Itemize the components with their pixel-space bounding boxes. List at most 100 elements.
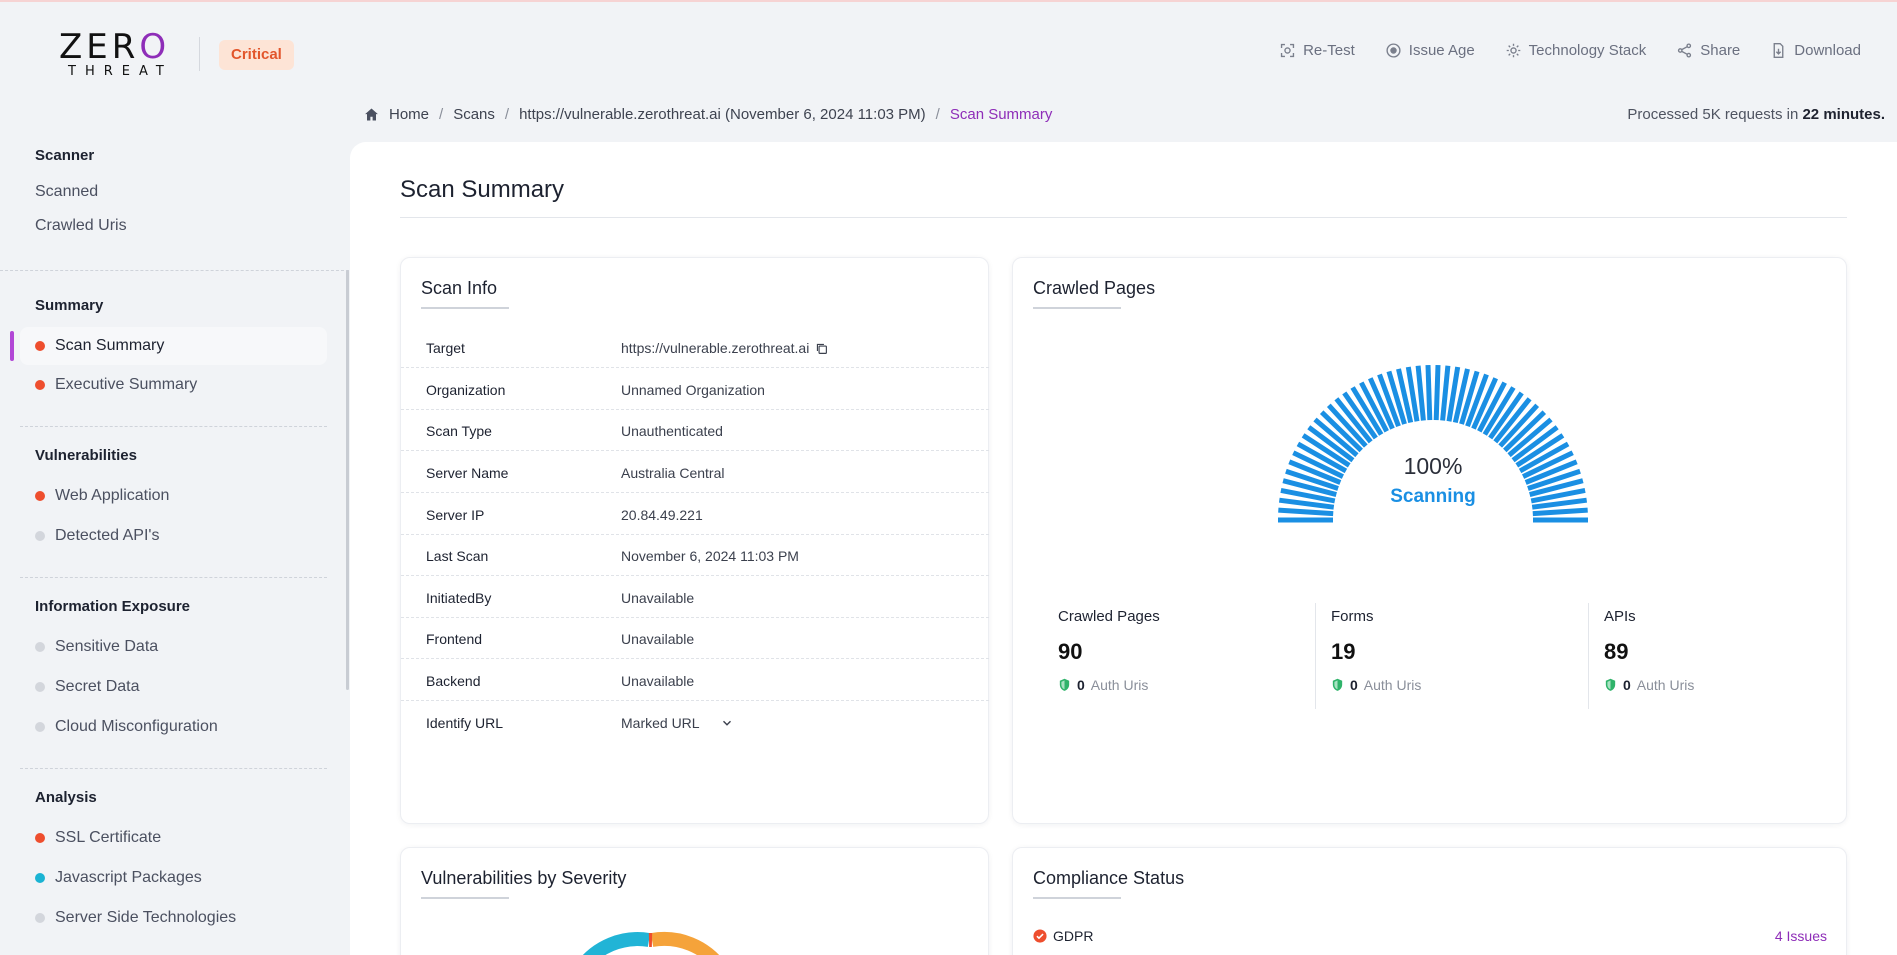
page-title: Scan Summary <box>400 176 565 203</box>
sidebar-item-scanned[interactable]: Scanned <box>35 183 99 200</box>
sidebar-item-label: Javascript Packages <box>55 869 202 886</box>
sidebar-item-javascript-packages[interactable]: Javascript Packages <box>20 859 327 897</box>
sidebar-section-scanner: Scanner <box>35 147 95 164</box>
copy-icon[interactable] <box>815 342 828 355</box>
severity-badge: Critical <box>219 40 294 70</box>
info-row-identify-url: Identify URL Marked URL <box>401 702 989 743</box>
sidebar-item-sensitive-data[interactable]: Sensitive Data <box>20 628 327 666</box>
sidebar-divider <box>20 577 327 578</box>
top-accent-line <box>0 0 1897 2</box>
compliance-row-gdpr[interactable]: GDPR 4 Issues <box>1033 928 1827 944</box>
severity-donut-chart[interactable] <box>551 928 751 955</box>
auth-label: Auth Uris <box>1363 677 1422 693</box>
gauge-tick <box>1368 377 1395 430</box>
issue-age-button[interactable]: Issue Age <box>1385 42 1475 59</box>
sidebar-item-crawled-uris[interactable]: Crawled Uris <box>35 217 127 234</box>
title-divider <box>400 217 1847 218</box>
gauge-tick <box>1278 507 1334 517</box>
status-dot <box>35 682 45 692</box>
breadcrumb-separator: / <box>935 106 940 123</box>
info-key: Last Scan <box>426 548 489 564</box>
sidebar-item-detected-apis[interactable]: Detected API's <box>20 517 327 555</box>
gauge-tick <box>1452 368 1470 424</box>
info-row-target: Target https://vulnerable.zerothreat.ai <box>401 327 989 368</box>
vulnerabilities-by-severity-card: Vulnerabilities by Severity <box>400 847 989 955</box>
sidebar-divider <box>0 270 349 271</box>
home-icon[interactable] <box>364 107 379 122</box>
compliance-status-card: Compliance Status GDPR 4 Issues <box>1012 847 1847 955</box>
breadcrumb: Home / Scans / https://vulnerable.zeroth… <box>364 106 1052 123</box>
gauge-tick <box>1377 373 1401 428</box>
card-title: Crawled Pages <box>1033 278 1156 298</box>
gauge-tick <box>1471 377 1498 430</box>
auth-label: Auth Uris <box>1636 677 1695 693</box>
progress-gauge <box>1278 365 1588 523</box>
header-actions: Re-Test Issue Age Technology Stack Share… <box>1279 42 1861 59</box>
auth-label: Auth Uris <box>1090 677 1149 693</box>
gauge-tick <box>1292 450 1344 479</box>
technology-stack-button[interactable]: Technology Stack <box>1505 42 1646 59</box>
gauge-tick <box>1511 425 1559 463</box>
info-value: November 6, 2024 11:03 PM <box>621 548 799 564</box>
info-row-scan-type: Scan Type Unauthenticated <box>401 410 989 451</box>
info-row-initiated-by: InitiatedBy Unavailable <box>401 577 989 618</box>
sidebar-item-scan-summary[interactable]: Scan Summary <box>20 327 327 365</box>
gauge-tick <box>1405 366 1420 422</box>
breadcrumb-scans[interactable]: Scans <box>453 106 495 123</box>
info-value: Australia Central <box>621 465 725 481</box>
sidebar-scrollbar[interactable] <box>346 270 349 690</box>
share-button[interactable]: Share <box>1676 42 1740 59</box>
breadcrumb-scan[interactable]: https://vulnerable.zerothreat.ai (Novemb… <box>519 106 926 123</box>
info-key: InitiatedBy <box>426 590 492 606</box>
gauge-tick <box>1498 403 1540 448</box>
shield-icon <box>1059 678 1070 691</box>
active-indicator <box>10 331 14 361</box>
info-value: Unavailable <box>621 673 695 689</box>
gauge-tick <box>1301 433 1351 468</box>
sidebar-item-web-application[interactable]: Web Application <box>20 477 327 515</box>
sidebar-item-label: Cloud Misconfiguration <box>55 718 218 735</box>
sidebar-item-ssl-certificate[interactable]: SSL Certificate <box>20 819 327 857</box>
sidebar-item-server-side-technologies[interactable]: Server Side Technologies <box>20 899 327 937</box>
gauge-tick <box>1326 403 1368 448</box>
check-circle-icon <box>1033 929 1047 943</box>
donut-segment-cyan <box>582 932 651 955</box>
logo-text-a: ZER <box>59 27 140 67</box>
sidebar-divider <box>20 768 327 769</box>
gauge-tick <box>1350 386 1384 436</box>
info-row-server-ip: Server IP 20.84.49.221 <box>401 494 989 535</box>
zerothreat-logo[interactable]: ZERO THREAT <box>59 27 183 79</box>
download-button[interactable]: Download <box>1770 42 1861 59</box>
status-dot <box>35 341 45 351</box>
gauge-tick <box>1334 397 1373 444</box>
gauge-tick <box>1440 365 1451 421</box>
info-key: Target <box>426 340 465 356</box>
gauge-tick <box>1515 433 1565 468</box>
breadcrumb-separator: / <box>439 106 444 123</box>
stat-value: 90 <box>1058 639 1083 664</box>
gauge-tick <box>1459 370 1480 425</box>
sidebar-item-executive-summary[interactable]: Executive Summary <box>20 366 327 404</box>
retest-button[interactable]: Re-Test <box>1279 42 1355 59</box>
info-value: 20.84.49.221 <box>621 507 703 523</box>
gauge-tick <box>1280 487 1336 504</box>
sidebar-section-summary: Summary <box>35 297 104 314</box>
scan-info-card: Scan Info Target https://vulnerable.zero… <box>400 257 989 824</box>
gauge-tick <box>1477 381 1507 433</box>
info-key: Scan Type <box>426 423 492 439</box>
sidebar-item-label: Executive Summary <box>55 376 198 393</box>
stat-label: APIs <box>1604 608 1636 625</box>
issue-age-label: Issue Age <box>1408 42 1475 59</box>
identify-url-dropdown[interactable]: Marked URL <box>621 715 734 731</box>
breadcrumb-home[interactable]: Home <box>389 106 430 123</box>
issue-age-icon <box>1386 43 1401 58</box>
sidebar-item-cloud-misconfiguration[interactable]: Cloud Misconfiguration <box>20 708 327 746</box>
sidebar-item-secret-data[interactable]: Secret Data <box>20 668 327 706</box>
compliance-issues-link[interactable]: 4 Issues <box>1774 928 1827 944</box>
stat-forms: Forms 19 0 Auth Uris <box>1331 608 1591 718</box>
gauge-tick <box>1396 368 1414 424</box>
sidebar-section-analysis: Analysis <box>35 789 97 806</box>
logo-text-bottom: THREAT <box>68 64 173 79</box>
header: ZERO THREAT Critical Re-Test Issue Age T… <box>0 0 1897 108</box>
status-dot <box>35 873 45 883</box>
